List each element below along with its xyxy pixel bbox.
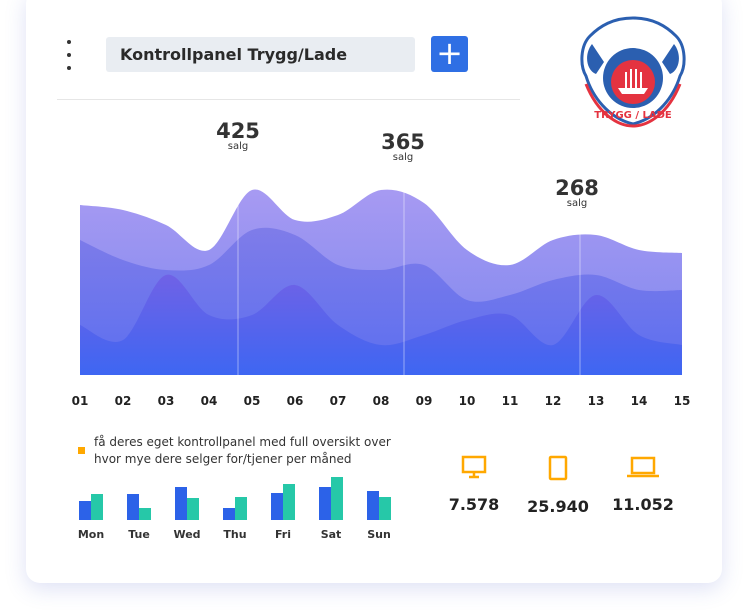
- device-desktop: 7.578: [429, 455, 519, 514]
- annotation-unit: salg: [566, 198, 588, 209]
- annotation-2: 365 salg: [373, 130, 433, 163]
- annotation-unit: salg: [227, 141, 249, 152]
- x-tick-label: 02: [114, 394, 132, 408]
- x-tick-label: 11: [501, 394, 519, 408]
- legend: få deres eget kontrollpanel med full ove…: [78, 434, 408, 468]
- bar-blue: [175, 487, 187, 520]
- annotation-unit: salg: [392, 152, 414, 163]
- area-series-layer3: [80, 274, 682, 375]
- legend-text: få deres eget kontrollpanel med full ove…: [94, 435, 391, 466]
- annotation-value: 268: [555, 176, 599, 200]
- x-tick-label: 06: [286, 394, 304, 408]
- menu-icon[interactable]: [64, 40, 74, 70]
- x-tick-label: 01: [71, 394, 89, 408]
- device-value: 7.578: [448, 495, 500, 514]
- bar-blue: [79, 501, 91, 520]
- sales-area-chart: [80, 189, 682, 375]
- annotation-3: 268 salg: [547, 176, 607, 209]
- day-label: Mon: [77, 528, 105, 541]
- bar-green: [91, 494, 103, 520]
- day-label: Fri: [274, 528, 291, 541]
- x-tick-label: 08: [372, 394, 390, 408]
- tablet-icon: [548, 455, 568, 481]
- device-value: 11.052: [612, 495, 674, 514]
- x-tick-label: 10: [458, 394, 476, 408]
- bar-green: [379, 497, 391, 520]
- day-label: Wed: [173, 528, 201, 541]
- add-button[interactable]: +: [431, 36, 468, 72]
- annotation-value: 365: [381, 130, 425, 154]
- desktop-icon: [461, 455, 487, 479]
- bar-blue: [223, 508, 235, 520]
- device-value: 25.940: [527, 497, 589, 516]
- x-tick-label: 05: [243, 394, 261, 408]
- bar-green: [187, 498, 199, 520]
- bar-green: [235, 497, 247, 520]
- bar-blue: [367, 491, 379, 520]
- x-tick-label: 13: [587, 394, 605, 408]
- device-tablet: 25.940: [513, 455, 603, 516]
- x-tick-label: 03: [157, 394, 175, 408]
- annotation-1: 425 salg: [208, 119, 268, 152]
- annotation-value: 425: [216, 119, 260, 143]
- day-label: Tue: [128, 528, 150, 541]
- day-label: Sun: [367, 528, 391, 541]
- svg-text:TRYGG / LADE: TRYGG / LADE: [594, 110, 672, 121]
- bar-blue: [319, 487, 331, 520]
- x-tick-label: 04: [200, 394, 218, 408]
- legend-swatch: [78, 447, 85, 454]
- club-logo: TRYGG / LADE: [580, 16, 686, 128]
- x-tick-label: 14: [630, 394, 648, 408]
- x-tick-label: 12: [544, 394, 562, 408]
- page-title: Kontrollpanel Trygg/Lade: [106, 37, 415, 72]
- bar-green: [139, 508, 151, 520]
- day-label: Thu: [223, 528, 247, 541]
- x-tick-label: 09: [415, 394, 433, 408]
- laptop-icon: [627, 456, 659, 478]
- day-label: Sat: [320, 528, 342, 541]
- divider: [57, 99, 520, 100]
- bar-blue: [271, 493, 283, 520]
- bar-blue: [127, 494, 139, 520]
- bar-green: [283, 484, 295, 520]
- bar-green: [331, 477, 343, 520]
- device-laptop: 11.052: [598, 455, 688, 514]
- x-tick-label: 15: [673, 394, 691, 408]
- x-tick-label: 07: [329, 394, 347, 408]
